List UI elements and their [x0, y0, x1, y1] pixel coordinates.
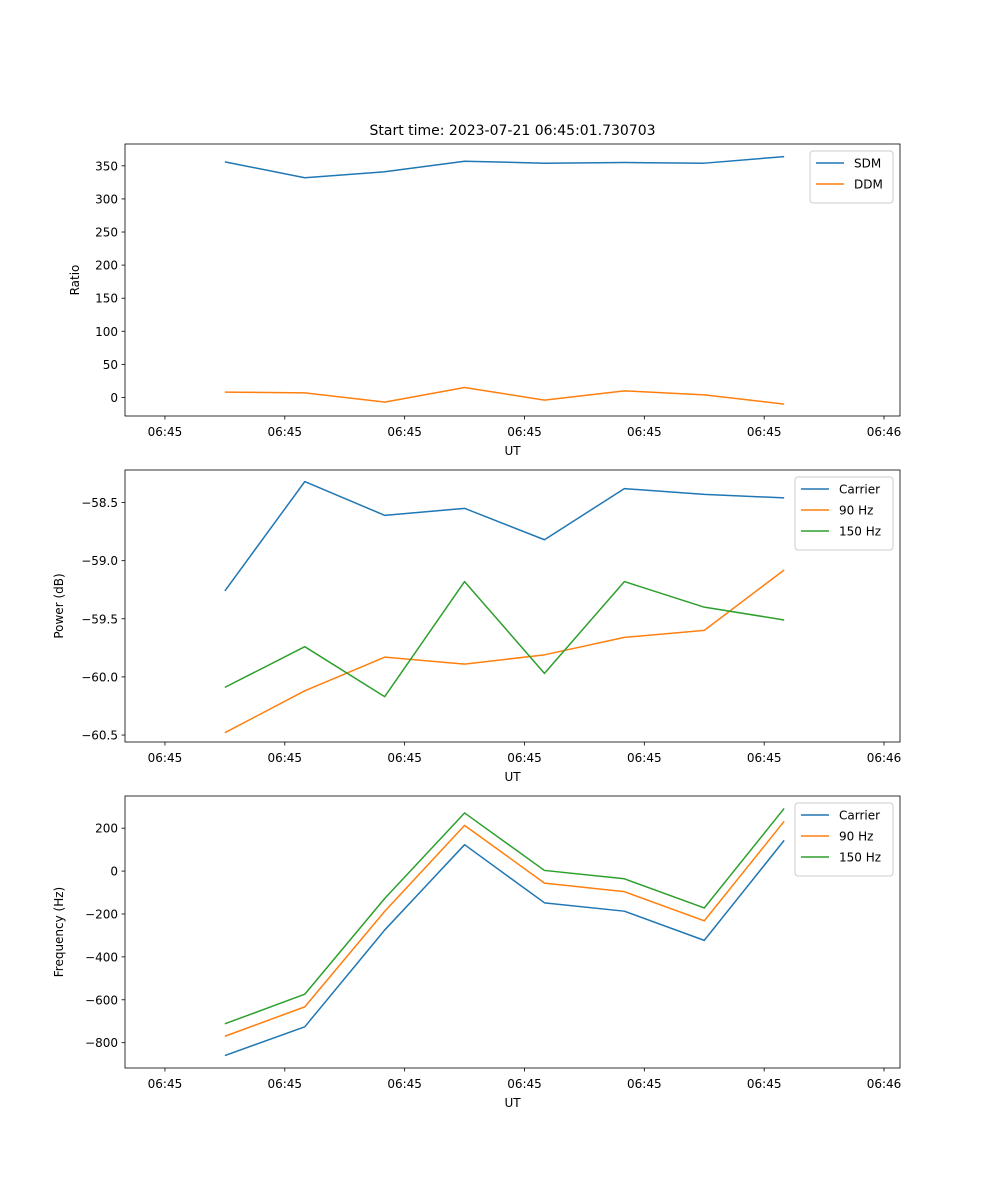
legend-label-sdm: SDM [854, 157, 881, 171]
series-line-carrier [224, 480, 785, 592]
series-line-90-hz [224, 820, 785, 1037]
x-tick-label: 06:45 [148, 425, 183, 439]
legend-label-150-hz: 150 Hz [839, 851, 881, 865]
legend: Carrier 90 Hz 150 Hz [794, 476, 894, 551]
x-tick-label: 06:45 [507, 751, 542, 765]
x-tick-label: 06:45 [507, 1077, 542, 1091]
x-tick-label: 06:45 [747, 1077, 782, 1091]
legend-label-90-hz: 90 Hz [839, 830, 873, 844]
y-tick-label: −59.0 [81, 554, 118, 568]
y-tick-label: −60.5 [81, 729, 118, 743]
series-line-ddm [224, 386, 785, 405]
x-tick-label: 06:45 [267, 425, 302, 439]
x-tick-label: 06:45 [148, 751, 183, 765]
y-tick-label: 0 [110, 865, 118, 879]
x-tick-label: 06:45 [627, 1077, 662, 1091]
panel-1: 06:45 06:45 06:45 06:45 06:45 06:45 06:46 0 50 10… [68, 143, 902, 458]
x-tick-label: 06:45 [747, 425, 782, 439]
x-tick-label: 06:45 [507, 425, 542, 439]
legend-frame [809, 150, 894, 204]
x-tick-label: 06:45 [387, 751, 422, 765]
legend-label-150-hz: 150 Hz [839, 525, 881, 539]
legend: SDM DDM [809, 150, 894, 204]
y-tick-label: −200 [85, 907, 118, 921]
x-axis-label: UT [504, 770, 521, 784]
series-line-90-hz [224, 569, 785, 734]
y-tick-label: −400 [85, 950, 118, 964]
legend-label-ddm: DDM [854, 178, 883, 192]
x-tick-label: 06:45 [747, 751, 782, 765]
y-tick-label: 150 [95, 292, 118, 306]
axes-frame [124, 469, 901, 743]
x-tick-label: 06:45 [627, 425, 662, 439]
legend-label-90-hz: 90 Hz [839, 504, 873, 518]
y-tick-label: 200 [95, 822, 118, 836]
legend: Carrier 90 Hz 150 Hz [794, 802, 894, 877]
axes-frame [124, 795, 901, 1069]
series-line-carrier [224, 839, 785, 1057]
y-tick-label: −59.5 [81, 612, 118, 626]
x-tick-label: 06:46 [867, 425, 902, 439]
x-tick-label: 06:46 [867, 751, 902, 765]
x-tick-label: 06:46 [867, 1077, 902, 1091]
series-line-150-hz [224, 580, 785, 698]
y-tick-label: −60.0 [81, 670, 118, 684]
x-tick-label: 06:45 [627, 751, 662, 765]
y-tick-label: −800 [85, 1036, 118, 1050]
x-tick-label: 06:45 [387, 425, 422, 439]
y-axis-label: Frequency (Hz) [52, 887, 66, 978]
x-tick-label: 06:45 [148, 1077, 183, 1091]
series-line-150-hz [224, 807, 785, 1025]
y-tick-label: 350 [95, 159, 118, 173]
x-tick-label: 06:45 [267, 751, 302, 765]
y-tick-label: 100 [95, 325, 118, 339]
y-tick-label: 0 [110, 391, 118, 405]
panel-2: 06:45 06:45 06:45 06:45 06:45 06:45 06:46 −60.5… [52, 469, 902, 784]
panel-3: 06:45 06:45 06:45 06:45 06:45 06:45 06:46 −800 −… [52, 795, 902, 1110]
y-tick-label: −600 [85, 993, 118, 1007]
y-tick-label: 300 [95, 192, 118, 206]
x-tick-label: 06:45 [267, 1077, 302, 1091]
x-axis-label: UT [504, 1096, 521, 1110]
x-axis-label: UT [504, 444, 521, 458]
legend-label-carrier: Carrier [839, 483, 880, 497]
y-tick-label: −58.5 [81, 496, 118, 510]
y-axis-label: Power (dB) [52, 573, 66, 638]
x-tick-label: 06:45 [387, 1077, 422, 1091]
y-tick-label: 200 [95, 259, 118, 273]
panels: 06:45 06:45 06:45 06:45 06:45 06:45 06:46 0 50 10… [52, 143, 902, 1110]
series-line-sdm [224, 155, 785, 179]
y-tick-label: 250 [95, 226, 118, 240]
y-axis-label: Ratio [68, 265, 82, 296]
axes-frame [124, 143, 901, 417]
legend-label-carrier: Carrier [839, 809, 880, 823]
y-tick-label: 50 [103, 358, 118, 372]
figure-title: Start time: 2023-07-21 06:45:01.730703 [369, 123, 655, 139]
